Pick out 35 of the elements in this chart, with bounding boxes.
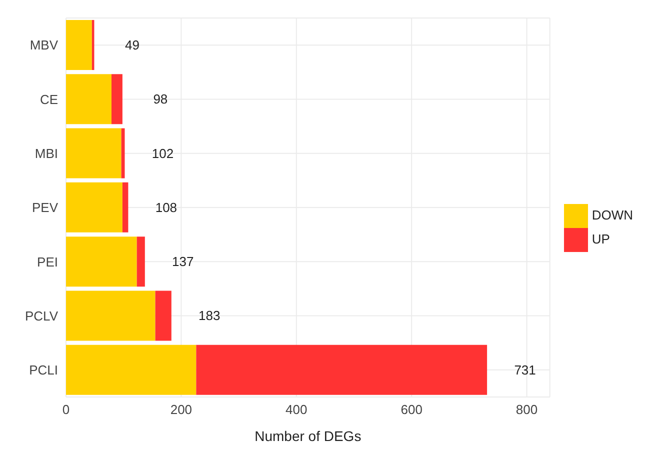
bar [66, 74, 112, 124]
bar [66, 344, 196, 395]
y-tick-label: PEV [32, 200, 58, 216]
bar [66, 290, 156, 341]
x-tick-label: 800 [516, 402, 538, 418]
bar [122, 182, 128, 232]
total-label: 102 [152, 146, 174, 161]
y-tick-label: PCLI [29, 362, 58, 378]
total-label: 49 [124, 38, 140, 52]
legend-label: DOWN [592, 206, 633, 222]
total-label: 183 [198, 308, 220, 324]
bar [66, 128, 122, 178]
x-tick-label: 200 [170, 402, 192, 418]
total-label: 137 [172, 254, 194, 270]
y-tick-label: CE [40, 92, 58, 107]
bar [66, 236, 137, 287]
x-axis-title: Number of DEGs [254, 428, 362, 444]
total-label: 108 [155, 200, 178, 215]
bar [155, 290, 172, 341]
total-label: 731 [514, 362, 536, 378]
y-tick-label: PEI [37, 254, 58, 270]
y-tick-label: MBV [30, 38, 58, 53]
total-label: 98 [153, 92, 168, 107]
x-tick-label: 400 [286, 402, 308, 418]
y-tick-label: PCLV [25, 308, 58, 324]
legend-label: UP [592, 230, 610, 246]
bar [196, 344, 488, 395]
bar [121, 128, 125, 178]
bar [66, 182, 122, 232]
x-tick-label: 600 [400, 402, 422, 418]
y-tick-label: MBI [34, 146, 58, 161]
bar [112, 74, 122, 124]
bar [136, 236, 145, 287]
x-tick-label: 0 [62, 402, 70, 418]
bar [66, 20, 92, 70]
